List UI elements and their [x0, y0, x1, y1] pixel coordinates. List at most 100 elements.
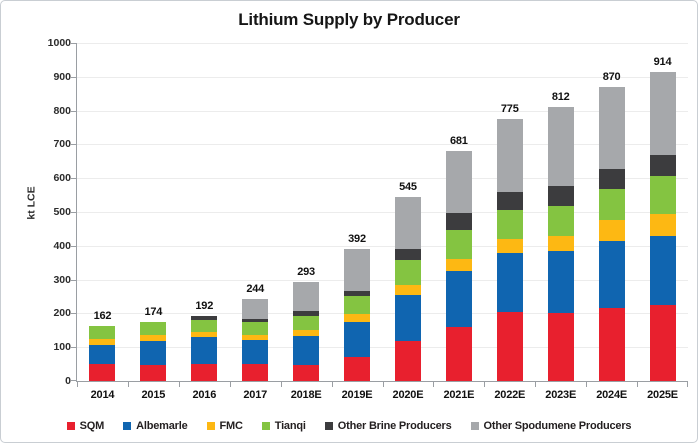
bar-segment-2025E-other-brine-producers — [649, 154, 676, 177]
bar-segment-2014-sqm — [89, 364, 116, 381]
x-tick-9 — [535, 382, 536, 387]
total-label-2017: 244 — [246, 282, 265, 295]
stacked-bar-2024E — [598, 87, 625, 381]
y-tick-label-1000: 1000 — [47, 37, 71, 49]
bar-segment-2022E-albemarle — [496, 253, 523, 313]
stacked-bar-2016 — [191, 316, 218, 381]
bar-segment-2017-fmc — [242, 335, 269, 341]
total-label-2025E: 914 — [653, 56, 672, 69]
bar-segment-2015-albemarle — [140, 341, 167, 365]
bar-segment-2016-sqm — [191, 364, 218, 381]
y-tick-label-0: 0 — [65, 375, 71, 387]
legend-label: Albemarle — [136, 420, 188, 432]
bar-segment-2017-other-spodumene-producers — [242, 298, 269, 319]
bar-segment-2020E-sqm — [394, 341, 421, 381]
bar-segment-2020E-other-spodumene-producers — [394, 196, 421, 249]
stacked-bar-2015 — [140, 322, 167, 381]
x-axis-label-2019E: 2019E — [341, 389, 373, 401]
stacked-bar-2017 — [242, 298, 269, 381]
x-tick-0 — [77, 382, 78, 387]
x-tick-3 — [230, 382, 231, 387]
bar-segment-2014-fmc — [89, 339, 116, 345]
bar-segment-2020E-other-brine-producers — [394, 248, 421, 261]
y-tick-600 — [71, 178, 77, 180]
bar-segment-2022E-fmc — [496, 238, 523, 254]
gridline-1000 — [77, 43, 688, 44]
legend-item-albemarle: Albemarle — [123, 420, 188, 432]
bar-segment-2014-albemarle — [89, 344, 116, 365]
y-tick-label-900: 900 — [53, 70, 71, 83]
stacked-bar-2019E — [344, 248, 371, 381]
y-tick-label-100: 100 — [53, 341, 71, 354]
gridline-600 — [77, 178, 688, 180]
y-tick-900 — [71, 76, 77, 78]
stacked-bar-2021E — [445, 150, 472, 381]
bar-segment-2020E-fmc — [394, 285, 421, 296]
bar-segment-2024E-tianqi — [598, 189, 625, 220]
bar-segment-2024E-other-brine-producers — [598, 168, 625, 190]
gridline-800 — [77, 110, 688, 112]
bar-segment-2025E-other-spodumene-producers — [649, 72, 676, 155]
bar-segment-2017-albemarle — [242, 340, 269, 365]
bar-segment-2021E-albemarle — [445, 270, 472, 327]
x-axis-label-2014: 2014 — [90, 389, 115, 401]
total-label-2021E: 681 — [449, 134, 468, 147]
bar-segment-2015-tianqi — [140, 322, 167, 336]
y-tick-300 — [71, 279, 77, 281]
gridline-300 — [77, 279, 688, 281]
gridline-400 — [77, 245, 688, 247]
bar-segment-2018E-sqm — [293, 365, 320, 381]
legend-label: FMC — [219, 420, 243, 432]
bar-segment-2021E-other-brine-producers — [445, 213, 472, 231]
x-tick-2 — [179, 382, 180, 387]
y-tick-label-800: 800 — [53, 104, 71, 117]
bar-segment-2024E-albemarle — [598, 241, 625, 308]
legend-item-other-brine-producers: Other Brine Producers — [324, 420, 452, 432]
bar-segment-2025E-albemarle — [649, 235, 676, 305]
x-axis-label-2022E: 2022E — [494, 389, 526, 401]
bar-segment-2021E-other-spodumene-producers — [445, 150, 472, 214]
y-tick-1000 — [71, 43, 77, 44]
chart-title: Lithium Supply by Producer — [238, 10, 460, 29]
legend-swatch-icon — [324, 422, 333, 430]
bar-segment-2020E-albemarle — [394, 295, 421, 342]
legend-item-other-spodumene-producers: Other Spodumene Producers — [470, 420, 632, 432]
bar-segment-2019E-other-brine-producers — [344, 291, 371, 297]
total-label-2014: 162 — [93, 310, 112, 323]
bar-segment-2015-sqm — [140, 364, 167, 381]
x-axis-label-2018E: 2018E — [290, 389, 322, 401]
x-tick-7 — [433, 382, 434, 387]
y-tick-700 — [71, 144, 77, 146]
total-label-2018E: 293 — [297, 265, 315, 278]
bar-segment-2018E-other-brine-producers — [293, 311, 320, 317]
x-tick-4 — [281, 382, 282, 387]
y-tick-500 — [71, 212, 77, 213]
x-axis-label-2025E: 2025E — [647, 389, 678, 401]
x-axis-label-2017: 2017 — [243, 389, 268, 401]
total-label-2019E: 392 — [348, 232, 366, 245]
bar-segment-2023E-tianqi — [547, 205, 574, 237]
bar-segment-2021E-tianqi — [445, 230, 472, 259]
bar-segment-2018E-other-spodumene-producers — [293, 282, 320, 312]
x-axis-label-2016: 2016 — [192, 389, 217, 401]
bar-segment-2023E-albemarle — [547, 251, 574, 313]
bar-segment-2016-other-brine-producers — [191, 316, 218, 320]
y-tick-label-500: 500 — [53, 206, 71, 218]
y-tick-label-700: 700 — [53, 138, 71, 151]
bar-segment-2016-albemarle — [191, 337, 218, 365]
stacked-bar-2020E — [394, 196, 421, 381]
y-tick-200 — [71, 313, 77, 315]
stacked-bar-2022E — [496, 119, 523, 381]
bar-segment-2019E-albemarle — [344, 321, 371, 358]
total-label-2024E: 870 — [602, 70, 621, 83]
gridline-500 — [77, 212, 688, 213]
gridline-700 — [77, 144, 688, 146]
y-tick-800 — [71, 110, 77, 112]
x-tick-8 — [484, 382, 485, 387]
y-tick-0 — [71, 380, 77, 381]
bar-segment-2017-other-brine-producers — [242, 318, 269, 323]
total-label-2022E: 775 — [500, 103, 519, 116]
stacked-bar-2025E — [649, 72, 676, 381]
legend-swatch-icon — [206, 422, 215, 430]
